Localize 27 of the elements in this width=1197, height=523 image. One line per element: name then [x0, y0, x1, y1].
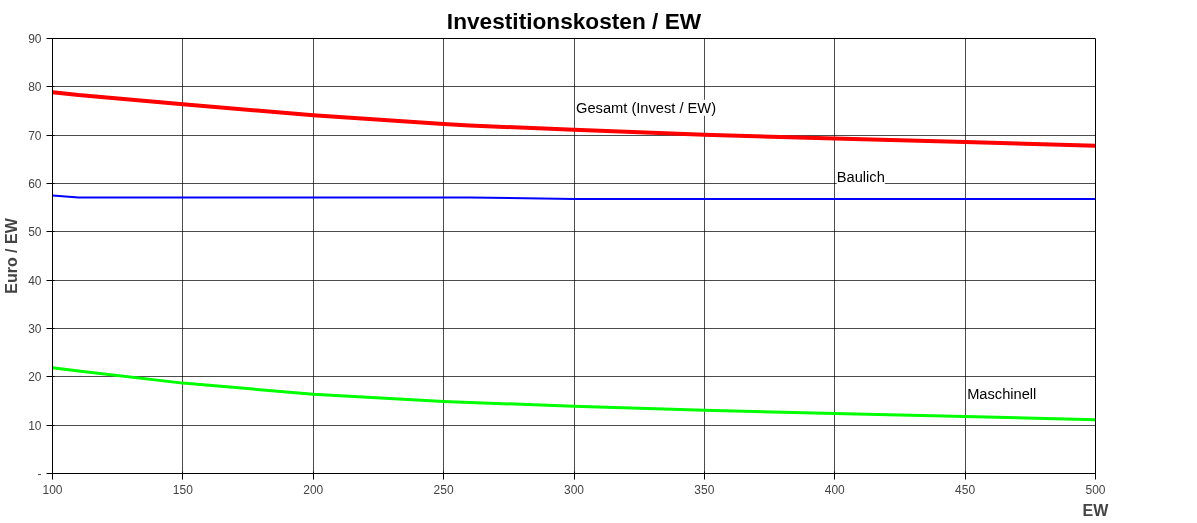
y-tick-label: 20	[28, 370, 42, 385]
annotation: Maschinell	[967, 386, 1037, 403]
annotation: Baulich	[836, 168, 885, 185]
y-tick-label: 50	[28, 225, 42, 240]
x-tick-label: 450	[955, 482, 976, 497]
annotation: Gesamt (Invest / EW)	[576, 99, 717, 116]
chart-title: Investitionskosten / EW	[446, 7, 702, 34]
y-tick-label: 90	[28, 32, 42, 46]
y-tick-label: 80	[28, 80, 42, 95]
line-series	[52, 366, 1096, 422]
y-tick-label: 70	[28, 128, 42, 143]
y-axis-title: Euro / EW	[3, 217, 21, 294]
y-tick-label: 10	[28, 418, 42, 433]
x-tick-label: 150	[172, 482, 194, 497]
x-tick-label: 500	[1085, 482, 1106, 497]
y-tick-label: 60	[28, 177, 42, 191]
y-tick-label: 40	[28, 273, 42, 288]
x-tick-label: 300	[563, 482, 585, 497]
x-tick-label: 350	[694, 482, 715, 497]
x-tick-label: 100	[42, 482, 63, 497]
y-tick-label: -	[37, 467, 42, 481]
y-tick-label: 30	[28, 322, 42, 336]
x-tick-label: 200	[303, 482, 324, 497]
line-series	[52, 90, 1096, 148]
x-tick-label: 400	[824, 482, 846, 497]
x-tick-label: 250	[433, 482, 454, 497]
x-axis-title: EW	[1082, 501, 1110, 519]
